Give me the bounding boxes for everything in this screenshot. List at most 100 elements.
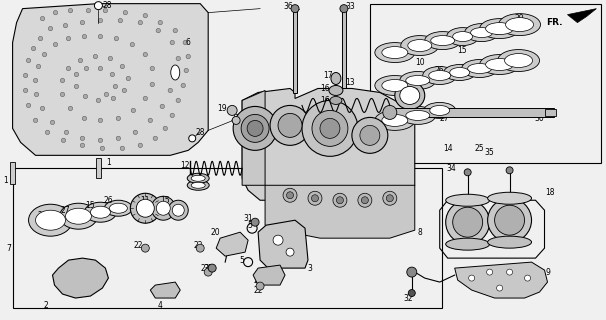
Circle shape (383, 105, 397, 119)
Text: 22: 22 (133, 241, 143, 250)
Circle shape (138, 143, 142, 148)
Text: 31: 31 (204, 264, 213, 273)
Circle shape (241, 115, 269, 142)
Circle shape (360, 125, 380, 145)
Ellipse shape (453, 32, 473, 42)
Circle shape (98, 66, 102, 71)
Ellipse shape (423, 67, 457, 84)
Circle shape (41, 106, 45, 111)
Circle shape (496, 285, 502, 291)
Ellipse shape (468, 64, 491, 74)
Circle shape (160, 104, 164, 108)
Polygon shape (150, 282, 180, 298)
Text: 2: 2 (43, 300, 48, 309)
Ellipse shape (110, 203, 127, 213)
Ellipse shape (431, 36, 454, 45)
Ellipse shape (505, 18, 533, 32)
Ellipse shape (187, 173, 209, 183)
Circle shape (50, 120, 55, 124)
Circle shape (150, 66, 155, 71)
Ellipse shape (59, 203, 98, 229)
Polygon shape (567, 9, 596, 23)
Ellipse shape (505, 53, 533, 68)
Circle shape (156, 28, 161, 33)
Ellipse shape (425, 32, 461, 50)
Text: 8: 8 (418, 228, 422, 237)
Circle shape (176, 98, 181, 103)
Ellipse shape (488, 192, 531, 204)
Text: 22: 22 (253, 285, 263, 295)
Ellipse shape (462, 60, 498, 77)
Circle shape (143, 13, 147, 18)
Circle shape (27, 58, 31, 63)
Text: 28: 28 (102, 1, 112, 10)
Text: 1: 1 (106, 158, 111, 167)
Text: 10: 10 (415, 58, 425, 67)
Text: 5: 5 (240, 256, 245, 265)
Text: 26: 26 (435, 66, 445, 75)
Circle shape (278, 113, 302, 137)
Ellipse shape (401, 36, 439, 56)
Circle shape (111, 96, 116, 101)
Bar (13, 168, 442, 308)
Circle shape (75, 72, 79, 77)
Ellipse shape (375, 43, 415, 62)
Ellipse shape (424, 102, 456, 118)
Circle shape (36, 64, 41, 69)
Circle shape (184, 68, 188, 73)
Text: 24: 24 (410, 88, 419, 97)
Text: 23: 23 (230, 114, 240, 123)
Text: 15: 15 (457, 46, 467, 55)
Circle shape (95, 2, 102, 10)
Circle shape (136, 199, 155, 217)
Ellipse shape (406, 110, 430, 120)
Ellipse shape (447, 28, 479, 45)
Circle shape (256, 282, 264, 290)
Text: 1: 1 (3, 176, 8, 185)
Polygon shape (242, 91, 265, 185)
Ellipse shape (84, 202, 116, 222)
Circle shape (311, 195, 319, 202)
Circle shape (82, 34, 87, 39)
Circle shape (320, 118, 340, 138)
Circle shape (173, 28, 178, 33)
Circle shape (188, 135, 196, 142)
Circle shape (78, 58, 82, 63)
Circle shape (32, 46, 36, 51)
Circle shape (110, 72, 115, 77)
Circle shape (163, 126, 167, 131)
Circle shape (120, 146, 125, 150)
Ellipse shape (450, 68, 470, 77)
Circle shape (143, 96, 147, 101)
Polygon shape (53, 258, 108, 298)
Circle shape (130, 42, 135, 47)
Text: 30: 30 (534, 114, 544, 123)
Circle shape (42, 52, 47, 57)
Text: 13: 13 (345, 78, 355, 87)
Text: 24: 24 (188, 174, 198, 183)
Ellipse shape (445, 194, 490, 206)
Text: 19: 19 (218, 104, 227, 113)
Circle shape (138, 20, 142, 25)
Text: 15: 15 (161, 196, 170, 205)
Circle shape (33, 118, 38, 123)
Circle shape (68, 8, 73, 13)
Circle shape (168, 88, 173, 93)
Polygon shape (242, 88, 415, 200)
Text: 27: 27 (61, 206, 70, 215)
Circle shape (445, 200, 490, 244)
Circle shape (287, 192, 293, 199)
Circle shape (27, 103, 31, 108)
Circle shape (172, 204, 184, 216)
Ellipse shape (331, 73, 341, 84)
Circle shape (273, 235, 283, 245)
Circle shape (407, 267, 417, 277)
Ellipse shape (444, 65, 476, 81)
Polygon shape (265, 185, 415, 238)
Circle shape (84, 66, 88, 71)
Ellipse shape (36, 210, 65, 230)
Circle shape (33, 78, 38, 83)
Text: 5: 5 (248, 221, 253, 230)
Circle shape (158, 20, 162, 25)
Circle shape (312, 110, 348, 146)
